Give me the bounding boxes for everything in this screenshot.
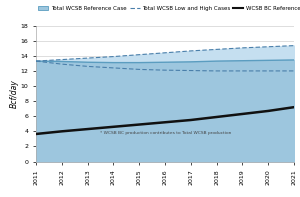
Y-axis label: Bcf/day: Bcf/day — [10, 79, 19, 108]
Legend: Total WCSB Reference Case, Total WCSB Low and High Cases, WCSB BC Reference Case: Total WCSB Reference Case, Total WCSB Lo… — [36, 4, 300, 13]
Text: * WCSB BC production contributes to Total WCSB production: * WCSB BC production contributes to Tota… — [100, 131, 232, 135]
